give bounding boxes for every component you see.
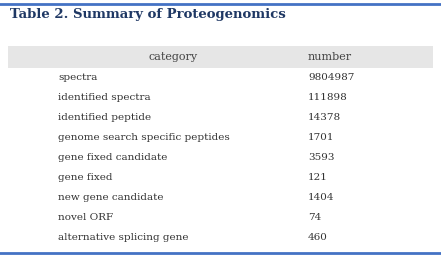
Bar (8, 128, 433, 148)
Bar (8, 108, 433, 128)
Text: spectra: spectra (58, 74, 97, 82)
Bar (8, 88, 433, 108)
Text: 460: 460 (308, 234, 328, 243)
Bar (8, 68, 433, 88)
Text: category: category (149, 52, 198, 62)
Text: 1404: 1404 (308, 194, 335, 203)
Bar (8, 208, 433, 228)
Text: gene fixed candidate: gene fixed candidate (58, 153, 168, 162)
Text: number: number (308, 52, 352, 62)
Bar (8, 168, 433, 188)
Text: 111898: 111898 (308, 94, 348, 103)
Text: 121: 121 (308, 173, 328, 182)
Bar (8, 46, 433, 68)
Text: Table 2. Summary of Proteogenomics: Table 2. Summary of Proteogenomics (10, 8, 286, 21)
Bar (8, 148, 433, 168)
Text: genome search specific peptides: genome search specific peptides (58, 133, 230, 142)
Text: 74: 74 (308, 214, 321, 223)
Text: 14378: 14378 (308, 114, 341, 123)
Text: novel ORF: novel ORF (58, 214, 113, 223)
Text: new gene candidate: new gene candidate (58, 194, 164, 203)
Text: gene fixed: gene fixed (58, 173, 112, 182)
Text: 1701: 1701 (308, 133, 335, 142)
Text: 9804987: 9804987 (308, 74, 355, 82)
Bar (8, 228, 433, 248)
Text: 3593: 3593 (308, 153, 335, 162)
Bar (8, 188, 433, 208)
Text: identified spectra: identified spectra (58, 94, 151, 103)
Text: alternative splicing gene: alternative splicing gene (58, 234, 188, 243)
Text: identified peptide: identified peptide (58, 114, 151, 123)
